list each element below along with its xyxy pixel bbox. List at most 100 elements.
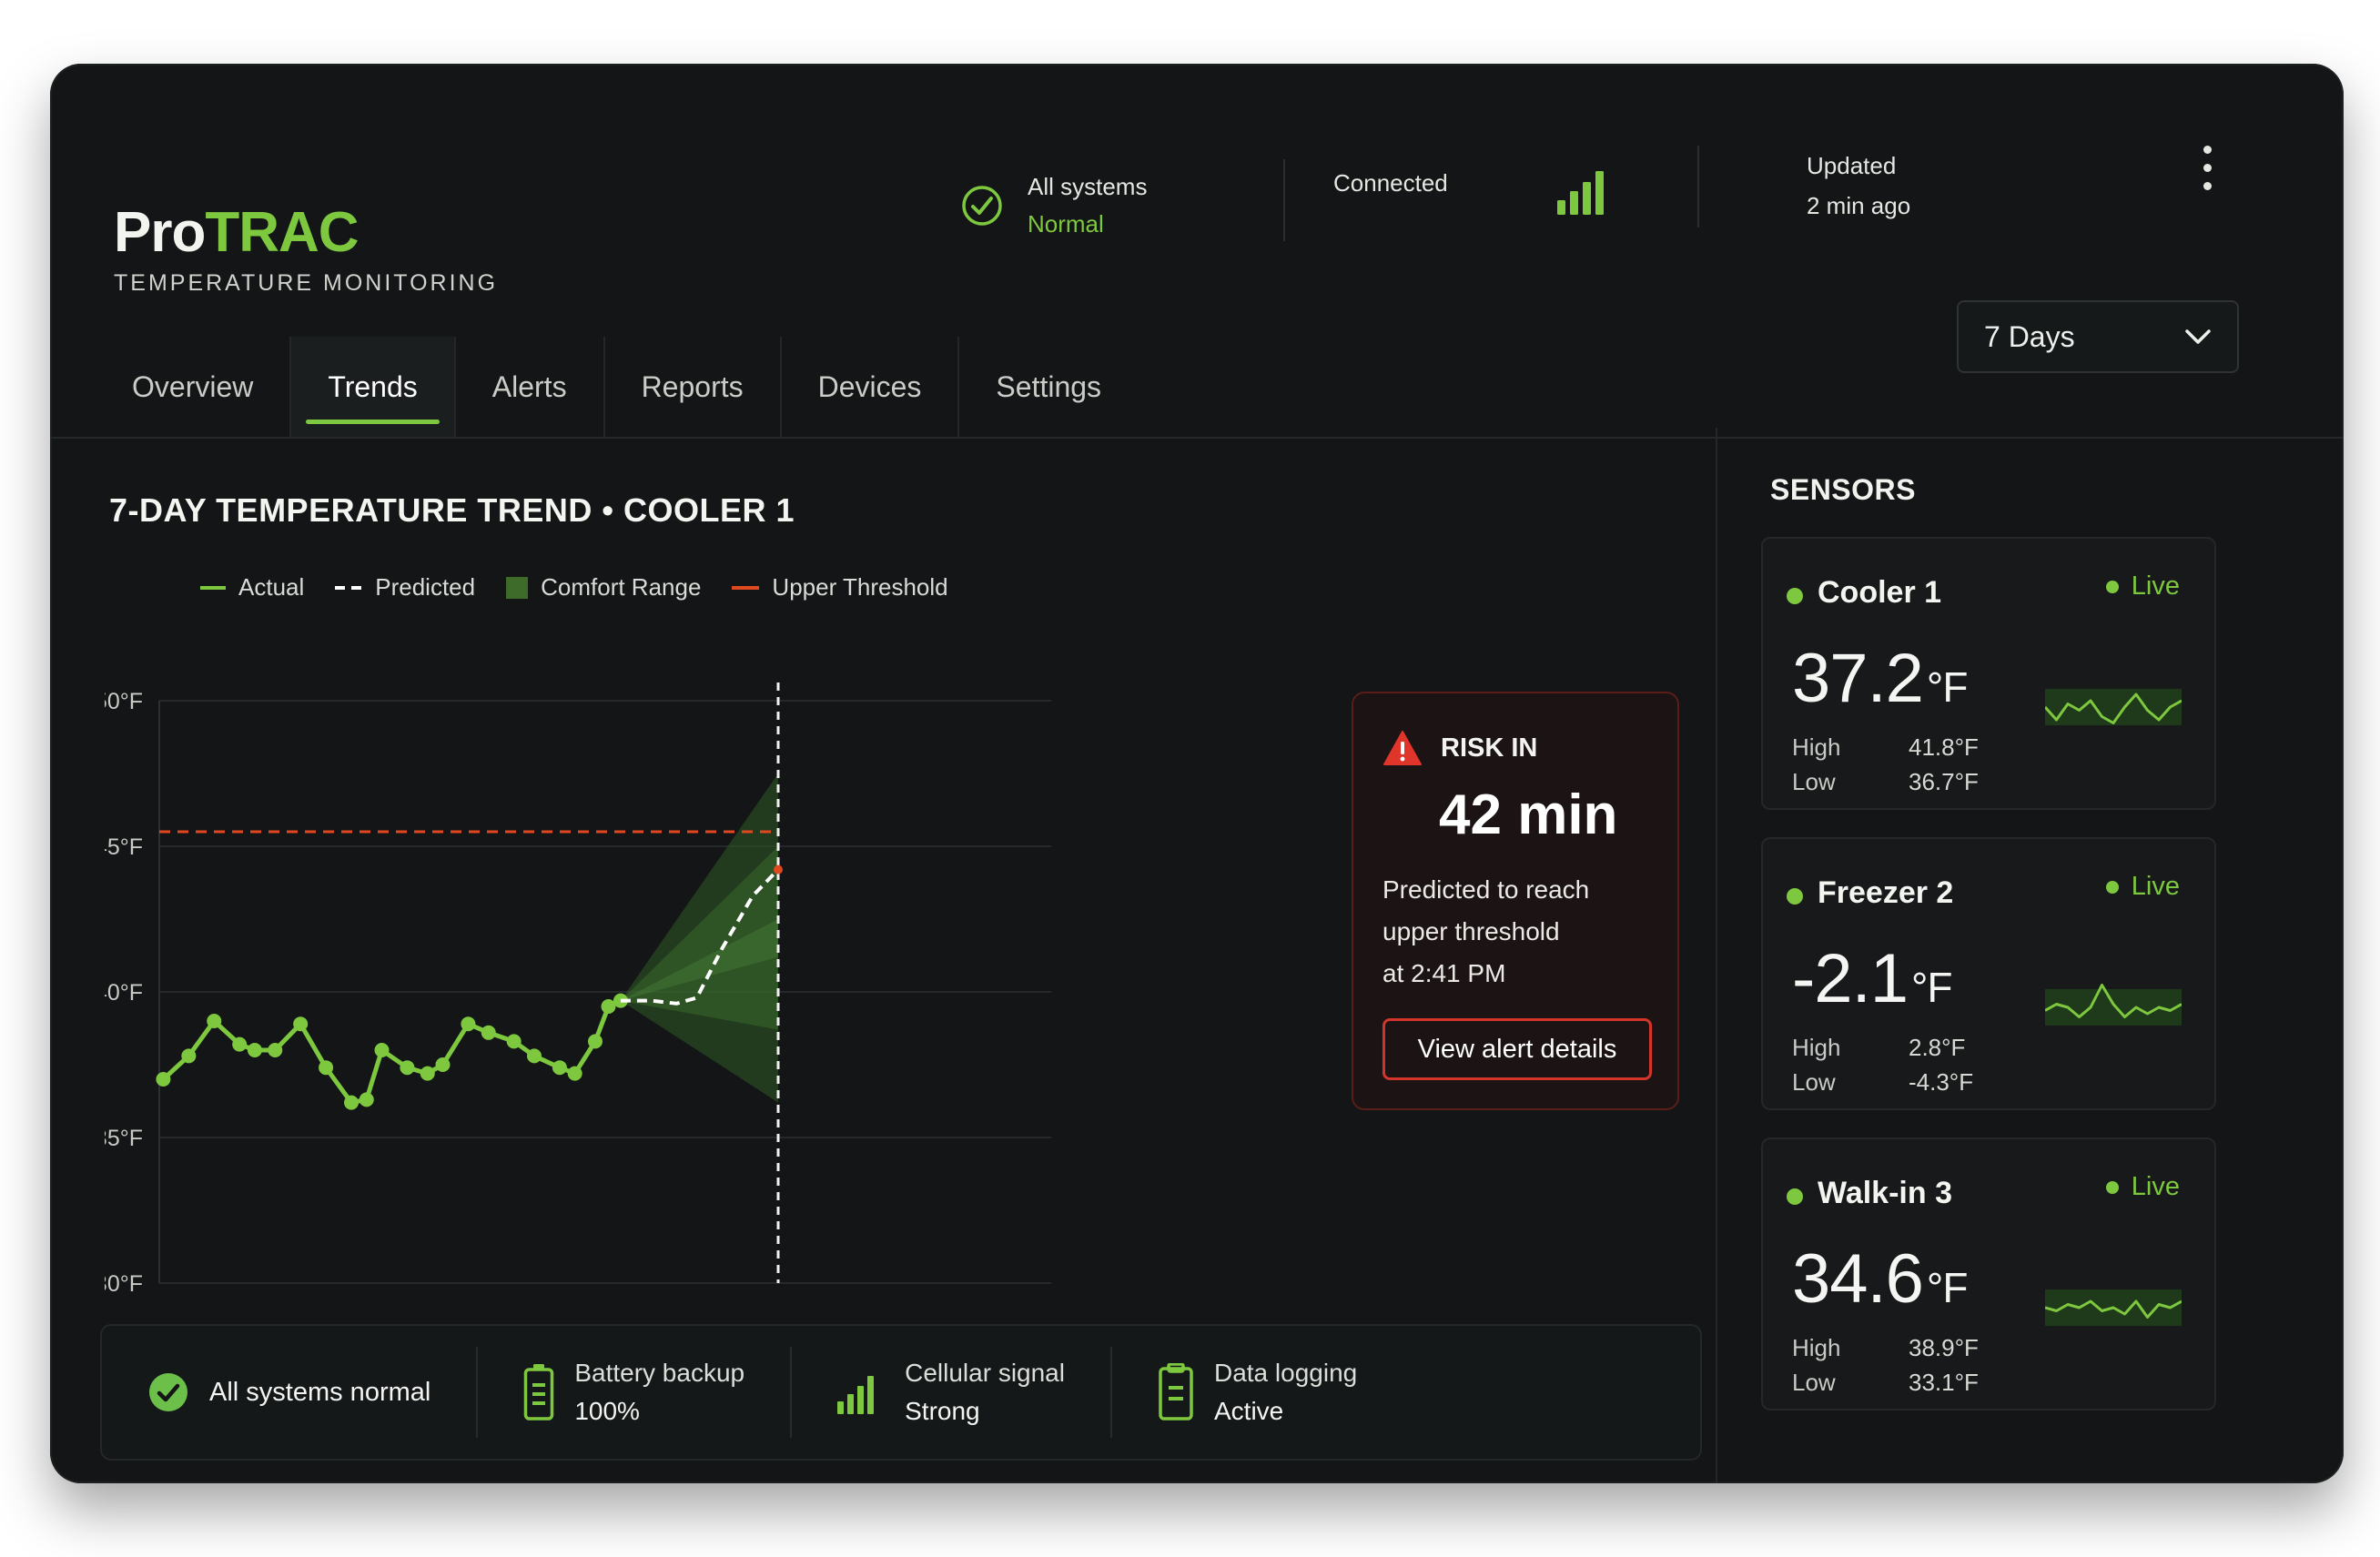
predicted-endpoint (774, 864, 783, 875)
sensor-temperature: 34.6°F (1792, 1240, 1968, 1318)
risk-heading: RISK IN (1382, 730, 1648, 766)
y-tick-label: 30°F (105, 1271, 143, 1297)
system-status: All systems Normal (960, 173, 1147, 238)
status-battery: Battery backup 100% (476, 1347, 790, 1438)
brand: ProTRAC TEMPERATURE MONITORING (114, 200, 498, 297)
risk-alert-card: RISK IN 42 min Predicted to reach upper … (1352, 692, 1679, 1110)
actual-point (481, 1025, 496, 1040)
view-alert-details-button[interactable]: View alert details (1382, 1018, 1652, 1080)
tab-divider (50, 437, 2344, 439)
actual-point (601, 999, 616, 1014)
sensors-title: SENSORS (1770, 473, 1916, 506)
legend-predicted: Predicted (335, 573, 475, 602)
comfort-range-band-inner (620, 846, 778, 1030)
tab-devices[interactable]: Devices (779, 337, 958, 437)
last-updated: Updated 2 min ago (1807, 146, 1910, 226)
actual-point (552, 1060, 567, 1076)
sensor-sparkline (2045, 689, 2182, 725)
more-menu-icon[interactable] (2198, 146, 2216, 200)
check-circle-icon (962, 186, 1002, 226)
connection-status: Connected (1333, 164, 1615, 215)
clipboard-log-icon (1159, 1363, 1193, 1421)
comfort-range-band-core (620, 919, 778, 1001)
sensor-high-low-labels: High Low (1792, 733, 1841, 795)
status-bar: All systems normal Battery backup 100% (100, 1324, 1702, 1461)
sensor-sparkline (2045, 1289, 2182, 1326)
comfort-range-band (620, 773, 778, 1103)
chart-title: 7-DAY TEMPERATURE TREND • COOLER 1 (109, 491, 795, 529)
actual-point (247, 1043, 262, 1057)
battery-icon (524, 1364, 554, 1421)
y-tick-label: 35°F (105, 1126, 143, 1151)
sensor-live-badge: Live (2105, 1172, 2180, 1202)
system-status-label: All systems (1028, 173, 1148, 200)
tab-overview[interactable]: Overview (132, 369, 254, 403)
tab-reports[interactable]: Reports (603, 337, 780, 437)
status-cellular: Cellular signal Strong (790, 1347, 1110, 1438)
legend-actual: Actual (200, 573, 304, 602)
actual-point (344, 1095, 359, 1110)
actual-point (319, 1060, 334, 1076)
sensor-name: Walk-in 3 (1818, 1176, 1952, 1210)
chart-legend: Actual Predicted Comfort Range Upper Thr… (200, 573, 948, 602)
sensor-name: Cooler 1 (1818, 575, 1942, 610)
actual-point (588, 1034, 603, 1049)
legend-comfort-range: Comfort Range (506, 573, 701, 602)
actual-point (400, 1060, 415, 1076)
sparkline-line (2045, 1299, 2182, 1319)
brand-subtitle: TEMPERATURE MONITORING (114, 270, 499, 296)
actual-point (293, 1016, 309, 1032)
updated-value: 2 min ago (1807, 192, 1911, 219)
actual-point (181, 1048, 197, 1064)
actual-point (567, 1066, 582, 1081)
actual-point (359, 1092, 374, 1107)
sensor-high-low-values: 38.9°F 33.1°F (1909, 1334, 1979, 1396)
sparkline-line (2045, 984, 2182, 1018)
sensor-card-freezer-2[interactable]: Freezer 2 Live -2.1°F High Low 2.8°F -4.3°… (1761, 837, 2216, 1110)
sidebar-divider (1716, 428, 1717, 1483)
sensor-live-badge: Live (2105, 571, 2180, 602)
warning-triangle-icon (1383, 731, 1422, 765)
actual-point (435, 1057, 451, 1072)
time-range-value: 7 Days (1984, 319, 2075, 353)
tab-settings[interactable]: Settings (957, 337, 1138, 437)
risk-description: Predicted to reach upper threshold at 2:… (1382, 875, 1590, 987)
status-all-systems: All systems normal (102, 1347, 476, 1438)
sensor-card-walk-in-3[interactable]: Walk-in 3 Live 34.6°F High Low 38.9°F 33.1… (1761, 1137, 2216, 1410)
sensor-high-low-labels: High Low (1792, 1334, 1841, 1396)
header-divider (1283, 159, 1285, 241)
y-tick-label: 50°F (105, 689, 143, 714)
actual-point (374, 1043, 390, 1057)
connection-label: Connected (1333, 169, 1448, 197)
brand-logo: ProTRAC (114, 201, 360, 264)
tab-trends[interactable]: Trends (289, 337, 454, 437)
updated-label: Updated (1807, 152, 1897, 179)
sensor-live-badge: Live (2105, 872, 2180, 902)
sensor-temperature: -2.1°F (1792, 940, 1952, 1017)
check-circle-icon (149, 1373, 187, 1411)
sensor-temperature: 37.2°F (1792, 640, 1968, 717)
sensor-high-low-values: 2.8°F -4.3°F (1909, 1034, 1974, 1096)
sensor-status-dot (1787, 1188, 1803, 1205)
signal-bars-icon (1556, 171, 1604, 215)
dashboard-window: ProTRAC TEMPERATURE MONITORING All syste… (50, 64, 2344, 1483)
sensor-status-dot (1787, 888, 1803, 905)
actual-point (527, 1048, 542, 1064)
actual-point (420, 1066, 435, 1081)
actual-point (207, 1014, 222, 1028)
actual-point (506, 1034, 522, 1049)
time-range-select[interactable]: 7 Days (1957, 300, 2239, 373)
sensor-card-cooler-1[interactable]: Cooler 1 Live 37.2°F High Low 41.8°F 36.7°… (1761, 537, 2216, 810)
sensor-high-low-labels: High Low (1792, 1034, 1841, 1096)
legend-upper-threshold: Upper Threshold (732, 573, 948, 602)
header-divider (1697, 146, 1699, 227)
tab-alerts[interactable]: Alerts (453, 337, 603, 437)
risk-time: 42 min (1439, 784, 1618, 846)
sensor-name: Freezer 2 (1818, 875, 1954, 910)
actual-point (268, 1043, 283, 1057)
cellular-signal-icon (837, 1376, 875, 1414)
actual-point (156, 1072, 171, 1087)
sensor-high-low-values: 41.8°F 36.7°F (1909, 733, 1979, 795)
series-actual-line (161, 998, 622, 1106)
y-tick-label: 45°F (105, 834, 143, 860)
